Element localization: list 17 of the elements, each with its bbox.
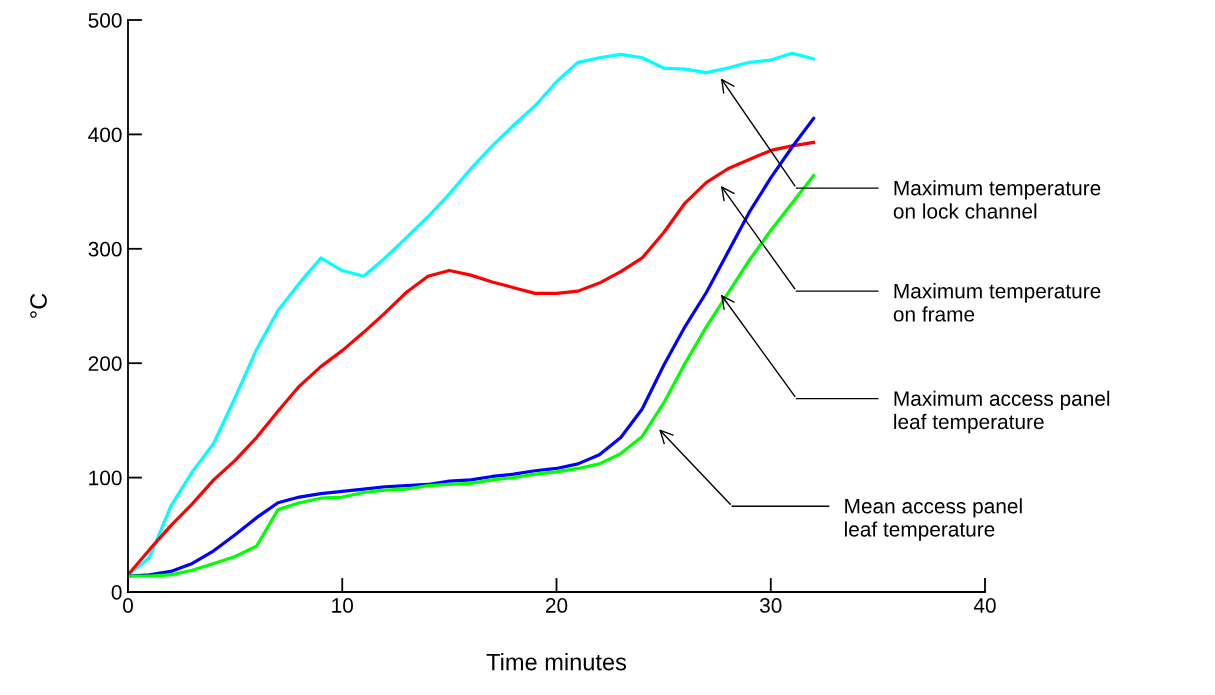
y-tick-label: 400 xyxy=(88,127,122,143)
y-tick-label: 300 xyxy=(88,241,122,257)
y-tick-label: 500 xyxy=(88,13,122,28)
y-axis-title: °C xyxy=(30,293,47,318)
x-tick-label: 40 xyxy=(973,598,996,613)
x-axis-title: Time minutes xyxy=(486,653,627,671)
x-tick-label: 10 xyxy=(332,598,354,613)
annotation: Maximum temperature on frame xyxy=(893,283,1101,322)
x-tick-label: 0 xyxy=(123,598,133,613)
y-tick-label: 100 xyxy=(89,470,122,486)
x-tick-label: 20 xyxy=(545,598,568,613)
y-tick-label: 200 xyxy=(88,356,122,371)
annotation: Maximum access panel leaf temperature xyxy=(894,390,1110,434)
y-tick-label: 0 xyxy=(111,585,122,600)
x-tick-label: 30 xyxy=(759,598,782,613)
annotation: Mean access panel leaf temperature xyxy=(845,498,1022,541)
annotation: Maximum temperature on lock channel xyxy=(893,180,1101,219)
